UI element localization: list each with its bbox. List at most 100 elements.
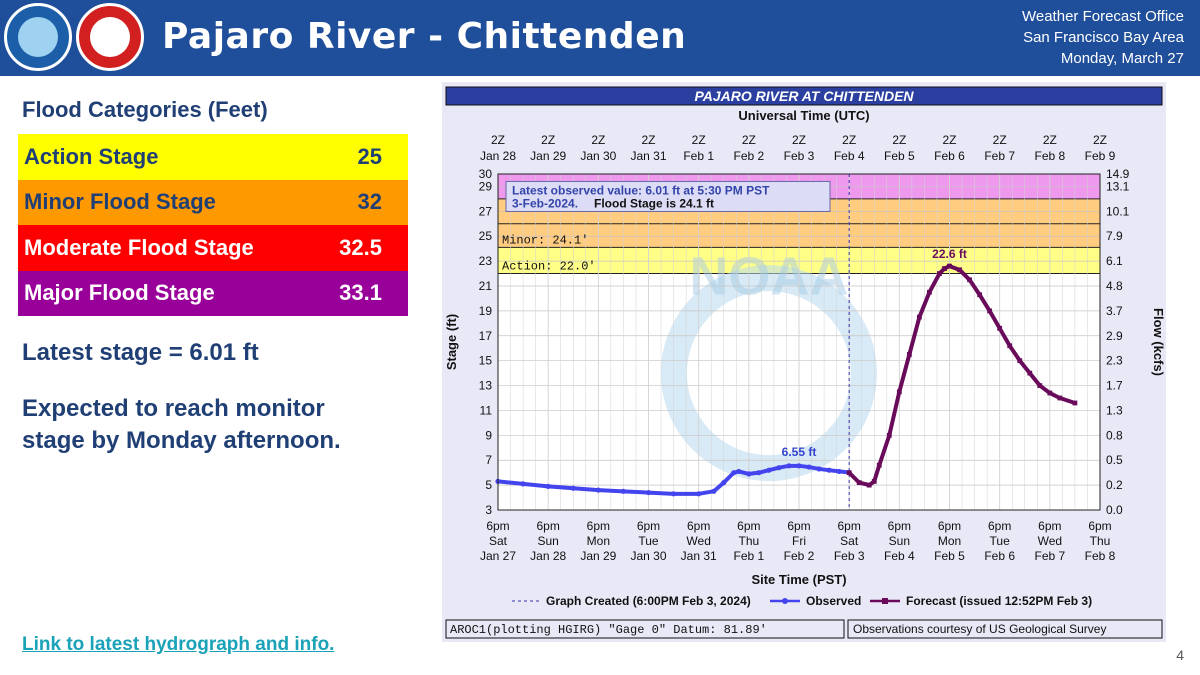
top-tick-hour: 2Z bbox=[591, 133, 605, 147]
observed-point bbox=[836, 468, 842, 475]
forecast-point bbox=[856, 480, 862, 486]
bottom-tick-day: Mon bbox=[938, 534, 961, 548]
bottom-tick-date: Feb 5 bbox=[934, 549, 965, 563]
category-label: Moderate Flood Stage bbox=[24, 234, 254, 260]
top-tick-hour: 2Z bbox=[541, 133, 555, 147]
top-tick-date: Feb 4 bbox=[834, 149, 865, 163]
forecast-point bbox=[917, 314, 922, 320]
top-tick-date: Feb 9 bbox=[1085, 149, 1116, 163]
footer-right-box bbox=[847, 619, 1163, 639]
y2-tick-label: 0.2 bbox=[1106, 478, 1123, 492]
y-tick-label: 21 bbox=[479, 279, 493, 293]
bottom-tick-date: Feb 6 bbox=[984, 549, 1015, 563]
bottom-tick-day: Mon bbox=[587, 534, 610, 548]
noaa-watermark-text: NOAA bbox=[689, 247, 848, 307]
forecast-point bbox=[1057, 395, 1063, 401]
page-number: 4 bbox=[1176, 647, 1184, 663]
info-latest-observed: Latest observed value: 6.01 ft at 5:30 P… bbox=[512, 183, 770, 197]
forecast-point bbox=[866, 482, 872, 488]
noaa-logo bbox=[4, 3, 72, 71]
bottom-tick-day: Sun bbox=[889, 534, 910, 548]
top-tick-hour: 2Z bbox=[792, 133, 806, 147]
hydrograph-chart: PAJARO RIVER AT CHITTENDEN Universal Time… bbox=[444, 86, 1166, 639]
top-tick-hour: 2Z bbox=[742, 133, 756, 147]
bottom-tick-date: Jan 27 bbox=[480, 549, 516, 563]
action-stage-label: Action: 22.0' bbox=[502, 260, 596, 274]
observed-point bbox=[696, 491, 702, 497]
observed-point bbox=[570, 485, 576, 491]
bottom-tick-time: 6pm bbox=[637, 519, 660, 533]
annotation-peak-forecast: 22.6 ft bbox=[932, 247, 967, 261]
y2-tick-label: 4.8 bbox=[1106, 279, 1123, 293]
top-tick-date: Jan 29 bbox=[530, 149, 566, 163]
page-title: Pajaro River - Chittenden bbox=[162, 16, 687, 57]
chart-title-bar bbox=[445, 86, 1163, 106]
observed-point bbox=[816, 466, 822, 472]
bottom-tick-date: Jan 29 bbox=[580, 549, 616, 563]
top-tick-hour: 2Z bbox=[1043, 133, 1057, 147]
forecast-point bbox=[957, 267, 962, 273]
top-tick-date: Jan 31 bbox=[630, 149, 666, 163]
y2-tick-label: 1.3 bbox=[1106, 403, 1123, 417]
observed-point bbox=[776, 465, 782, 471]
bottom-tick-time: 6pm bbox=[888, 519, 911, 533]
observed-point bbox=[520, 481, 526, 487]
y-tick-label: 9 bbox=[485, 428, 492, 442]
bottom-tick-day: Sun bbox=[537, 534, 558, 548]
header-banner: Pajaro River - Chittenden Weather Foreca… bbox=[0, 0, 1200, 76]
y-tick-label: 13 bbox=[479, 379, 493, 393]
expected-line-1: Expected to reach monitor bbox=[22, 395, 325, 422]
nws-logo bbox=[76, 3, 144, 71]
y-tick-label: 19 bbox=[479, 304, 493, 318]
top-tick-date: Feb 1 bbox=[683, 149, 714, 163]
footer-left-box bbox=[445, 619, 845, 639]
top-tick-hour: 2Z bbox=[942, 133, 956, 147]
top-tick-date: Jan 30 bbox=[580, 149, 616, 163]
y2-axis-label: Flow (kcfs) bbox=[1151, 308, 1166, 376]
bottom-tick-date: Feb 3 bbox=[834, 549, 865, 563]
flood-categories-table: Action Stage 25 Minor Flood Stage 32 Mod… bbox=[18, 134, 408, 316]
top-tick-date: Feb 3 bbox=[784, 149, 815, 163]
observed-point bbox=[746, 471, 752, 477]
y2-tick-label: 0.0 bbox=[1106, 503, 1123, 517]
bottom-tick-day: Tue bbox=[638, 534, 659, 548]
top-tick-hour: 2Z bbox=[993, 133, 1007, 147]
forecast-point bbox=[947, 263, 952, 269]
y-tick-label: 29 bbox=[479, 179, 493, 193]
top-tick-date: Jan 28 bbox=[480, 149, 516, 163]
top-tick-hour: 2Z bbox=[842, 133, 856, 147]
bottom-tick-time: 6pm bbox=[687, 519, 710, 533]
bottom-tick-day: Thu bbox=[738, 534, 759, 548]
forecast-point bbox=[967, 277, 972, 283]
minor-stage-label: Minor: 24.1' bbox=[502, 233, 588, 247]
y-tick-label: 30 bbox=[479, 167, 493, 181]
forecast-point bbox=[1027, 370, 1033, 376]
category-value: 33.1 bbox=[339, 280, 382, 306]
info-box bbox=[505, 180, 831, 212]
observed-point bbox=[786, 463, 792, 469]
bottom-tick-time: 6pm bbox=[486, 519, 509, 533]
observed-point bbox=[545, 483, 551, 489]
top-tick-date: Feb 2 bbox=[733, 149, 764, 163]
y2-tick-label: 2.3 bbox=[1106, 354, 1123, 368]
latest-stage-text: Latest stage = 6.01 ft bbox=[22, 339, 259, 366]
bottom-tick-date: Jan 30 bbox=[630, 549, 666, 563]
y-tick-label: 15 bbox=[479, 354, 493, 368]
y-tick-label: 7 bbox=[485, 453, 492, 467]
footer-datum: AROC1(plotting HGIRG) "Gage 0" Datum: 81… bbox=[450, 623, 767, 637]
legend-observed: Observed bbox=[806, 594, 861, 608]
y-tick-label: 5 bbox=[485, 478, 492, 492]
legend-forecast: Forecast (issued 12:52PM Feb 3) bbox=[906, 594, 1092, 608]
hydrograph-link[interactable]: Link to latest hydrograph and info. bbox=[22, 634, 335, 655]
forecast-point bbox=[927, 289, 932, 295]
forecast-point bbox=[942, 266, 947, 271]
y-tick-label: 17 bbox=[479, 329, 493, 343]
bottom-tick-time: 6pm bbox=[988, 519, 1011, 533]
forecast-point bbox=[937, 271, 942, 276]
category-value: 32 bbox=[357, 189, 382, 215]
bottom-tick-time: 6pm bbox=[837, 519, 860, 533]
observed-point bbox=[796, 463, 802, 469]
forecast-point bbox=[906, 352, 912, 357]
bottom-tick-date: Feb 4 bbox=[884, 549, 915, 563]
y2-tick-label: 0.5 bbox=[1106, 453, 1123, 467]
